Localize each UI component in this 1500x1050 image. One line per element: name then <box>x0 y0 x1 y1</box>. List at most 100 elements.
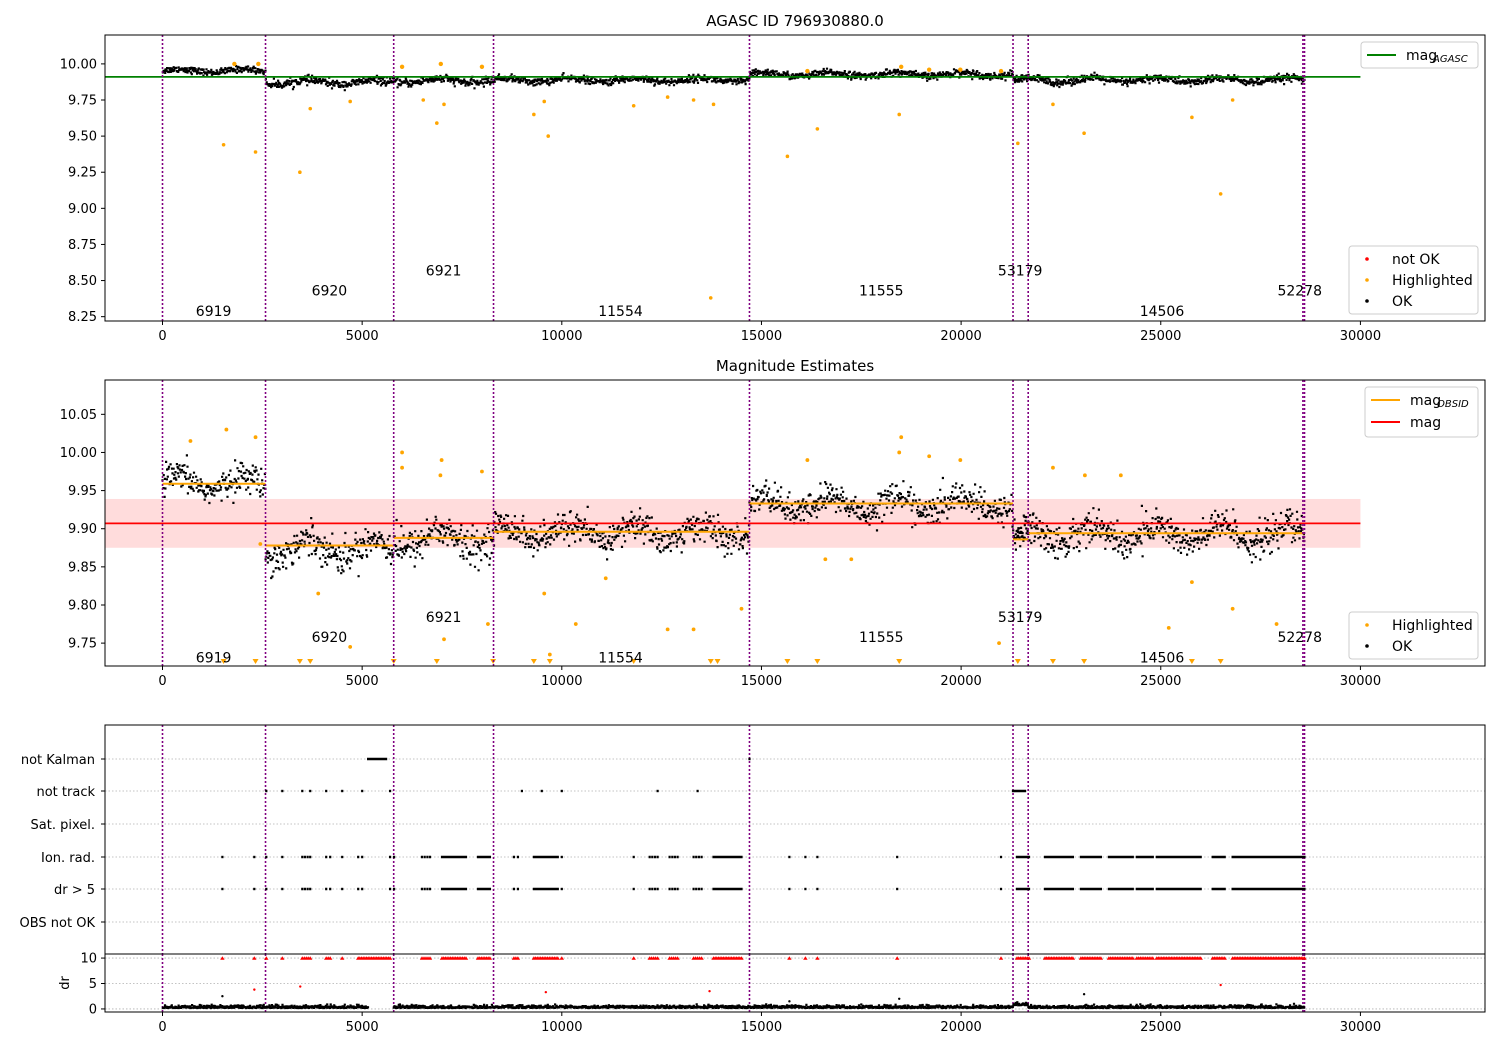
p2-clipped-marker-15 <box>1014 659 1021 664</box>
p2-obsid-label-7: 52278 <box>1277 630 1322 646</box>
p4-xtick-label-15000: 15000 <box>741 1020 782 1035</box>
p3-flag-3-8 <box>389 855 396 859</box>
p1-status-legend-label-1: Highlighted <box>1392 273 1473 289</box>
p1-obsid-label-3: 11554 <box>598 304 643 320</box>
p1-ok-points-3 <box>492 72 751 87</box>
p1-segment-0 <box>161 65 267 77</box>
p1-xtick-label-0: 0 <box>158 329 166 344</box>
p3-flag-4-30 <box>1155 887 1202 891</box>
p4-dr-baseline-2 <box>748 1003 1014 1010</box>
p1-ok-points-5 <box>1012 74 1029 84</box>
p3-flag-row-1 <box>265 789 1027 793</box>
p2-segment-5 <box>1012 514 1030 551</box>
p1-highlight-outlier-11 <box>631 103 636 108</box>
p3-flag-3-23 <box>896 855 899 859</box>
p1-highlight-cluster-1 <box>256 61 261 67</box>
p2-clipped-marker-8 <box>546 659 553 664</box>
p3-flag-4-8 <box>389 887 396 891</box>
p4-dr-clipped-4 <box>300 956 313 960</box>
p1-segment-2 <box>392 73 495 90</box>
p2-segment-6 <box>1027 504 1306 564</box>
p3-flag-4-27 <box>1079 887 1102 891</box>
p3-flag-3-10 <box>440 855 468 859</box>
p4-xtick-label-5000: 5000 <box>346 1020 379 1035</box>
p3-flag-3-0 <box>221 855 224 859</box>
p4-xtick-label-10000: 10000 <box>541 1020 582 1035</box>
p2-clipped-marker-9 <box>630 659 637 664</box>
p2-highlight-point-3 <box>258 542 263 546</box>
p4-dr-clipped-8 <box>419 956 433 960</box>
p1-segment-4 <box>748 67 1014 82</box>
p2-clipped-marker-7 <box>530 659 537 664</box>
p1-highlight-outlier-8 <box>532 112 536 117</box>
p2-highlight-point-33 <box>486 622 490 626</box>
p3-flag-0-0 <box>367 757 388 761</box>
p3-flag-1-2 <box>301 789 304 793</box>
p4-dr-point-7 <box>1082 992 1086 996</box>
p1-highlight-cluster-4 <box>479 64 485 69</box>
p3-flag-4-21 <box>804 887 807 891</box>
p2-xtick-label-15000: 15000 <box>741 674 782 689</box>
p2-clipped-marker-5 <box>433 659 440 664</box>
p2-status-legend-marker-1 <box>1365 644 1369 648</box>
p2-obsid-label-1: 6920 <box>312 630 348 646</box>
p3-flag-3-15 <box>632 855 635 859</box>
p4-dr-point-8 <box>1219 983 1222 987</box>
p2-segment-0 <box>161 454 267 505</box>
p4-dr-clipped-3 <box>280 956 285 960</box>
p1-highlight-cluster-0 <box>232 61 237 67</box>
p2-obsid-label-2: 6921 <box>426 610 462 626</box>
p3-flag-1-13 <box>1011 789 1027 793</box>
p4-dr-clipped-9 <box>439 956 469 960</box>
p2-clipped-marker-17 <box>1081 659 1088 664</box>
p4-dr-baseline-0 <box>161 1003 370 1010</box>
p2-legend-label-0: mag <box>1410 393 1441 409</box>
p2-clipped-marker-14 <box>896 659 903 664</box>
p2-clipped-marker-3 <box>307 659 314 664</box>
p2-clipped-marker-11 <box>714 659 721 664</box>
p1-highlight-outlier-0 <box>221 142 226 147</box>
p3-row-label-3: Ion. rad. <box>41 851 95 866</box>
panel-dr-plot-area <box>105 954 1485 1012</box>
p1-obsid-label-2: 6921 <box>426 263 462 279</box>
p2-highlight-point-13 <box>665 627 670 632</box>
p3-flag-4-18 <box>692 887 703 891</box>
p3-flag-4-7 <box>357 887 364 891</box>
p3-flag-3-28 <box>1107 855 1134 859</box>
p2-highlight-point-19 <box>897 450 902 455</box>
p3-flag-3-12 <box>512 855 519 859</box>
p1-highlight-outlier-22 <box>1190 115 1194 120</box>
p1-highlight-outlier-2 <box>298 170 302 175</box>
p3-flag-1-0 <box>265 789 268 793</box>
p1-highlight-outlier-24 <box>1230 98 1235 102</box>
p2-highlight-point-28 <box>1190 580 1194 585</box>
p1-obsid-label-5: 53179 <box>998 263 1043 279</box>
p4-dr-clipped-21 <box>815 956 820 960</box>
panel-flags: not Kalman not track Sat. pixel. Ion. rad. d… <box>20 725 1485 954</box>
p2-segment-1 <box>264 517 395 580</box>
p2-ytick-label-0: 9.75 <box>68 637 97 652</box>
p4-dr-clipped-20 <box>803 956 808 960</box>
p2-highlight-point-8 <box>480 469 484 474</box>
p3-flag-3-13 <box>532 855 559 859</box>
p4-dr-clipped-7 <box>356 956 393 960</box>
p1-status-legend-marker-0 <box>1365 257 1369 261</box>
p4-dr-clipped-22 <box>895 956 900 960</box>
p1-highlight-cluster-6 <box>899 64 904 69</box>
p3-flag-1-7 <box>389 789 392 793</box>
p1-highlight-outlier-10 <box>546 134 551 138</box>
panel-magnitude-estimates-status-legend: Highlighted OK <box>1348 611 1479 660</box>
p4-dr-clipped-15 <box>647 956 660 960</box>
p3-flag-4-10 <box>440 887 468 891</box>
p3-flag-row-3 <box>221 855 1306 859</box>
p3-flag-3-29 <box>1135 855 1154 859</box>
p2-highlight-point-6 <box>438 473 443 478</box>
p3-flag-3-11 <box>476 855 491 859</box>
p3-flag-4-0 <box>221 887 224 891</box>
p3-row-label-4: dr > 5 <box>54 883 95 898</box>
p2-ytick-label-2: 9.85 <box>68 560 97 575</box>
p3-flag-3-18 <box>692 855 703 859</box>
p2-highlight-point-15 <box>739 606 744 611</box>
